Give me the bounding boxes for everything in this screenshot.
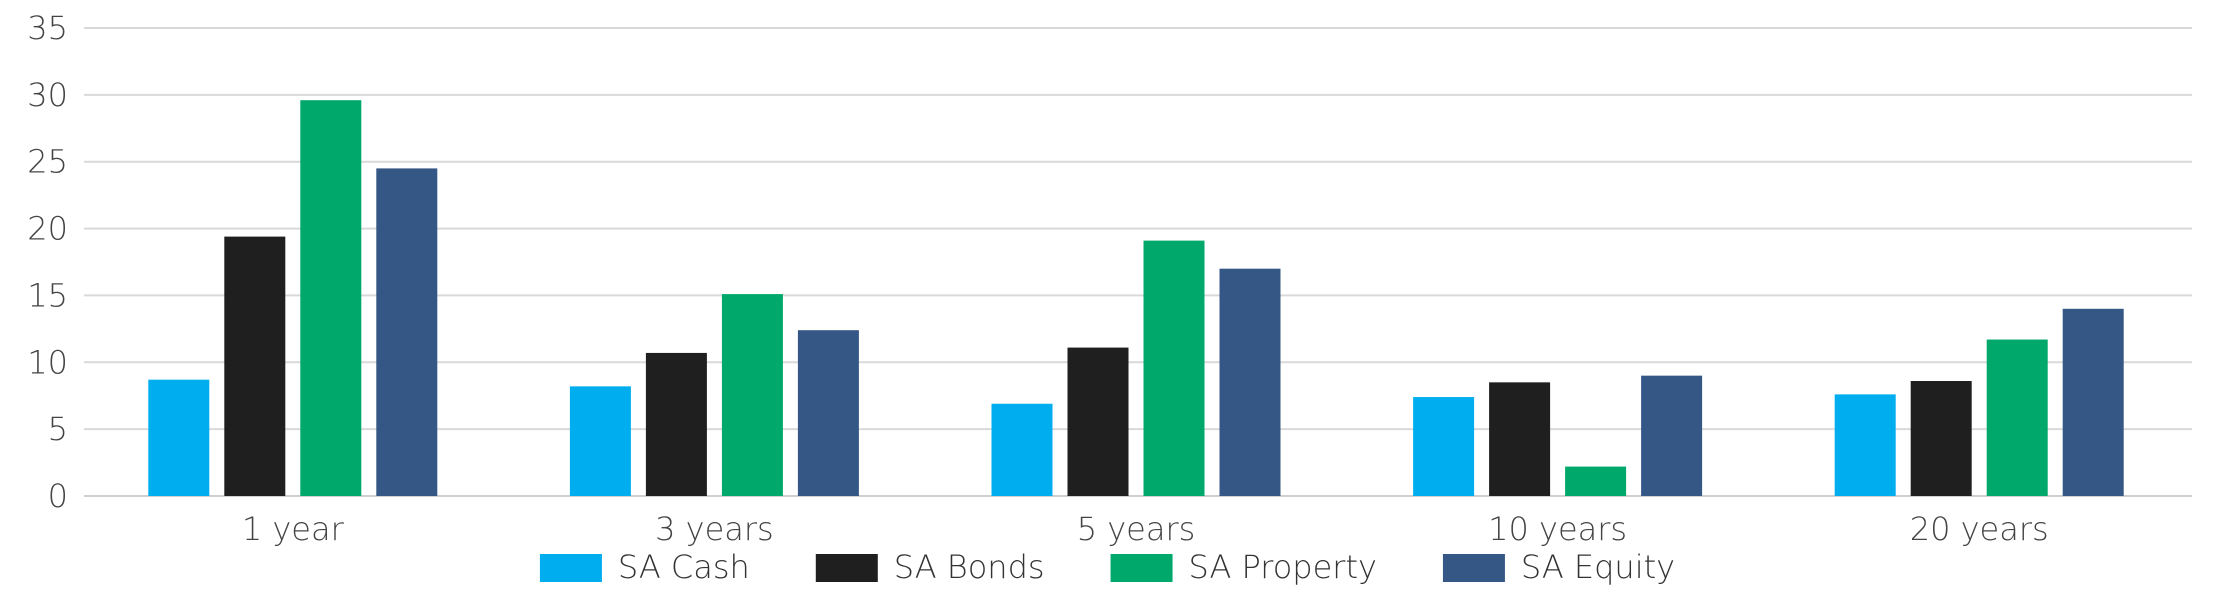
bar-sa-cash-3-years	[569, 386, 631, 496]
x-category-label: 20 years	[1910, 510, 2049, 548]
bar-sa-property-1-year	[300, 100, 362, 496]
bar-sa-cash-1-year	[148, 379, 210, 496]
x-category-label: 10 years	[1488, 510, 1627, 548]
bar-sa-bonds-3-years	[645, 352, 707, 496]
legend-swatch	[539, 554, 602, 582]
y-tick-label: 10	[27, 343, 68, 381]
bar-sa-property-5-years	[1143, 240, 1205, 496]
bar-sa-cash-5-years	[991, 403, 1053, 496]
legend-label: SA Equity	[1521, 548, 1675, 586]
legend-label: SA Cash	[618, 548, 750, 586]
bar-sa-equity-10-years	[1641, 375, 1703, 496]
legend-item-sa-cash: SA Cash	[539, 548, 750, 586]
y-tick-label: 15	[27, 276, 68, 314]
y-tick-label: 30	[27, 76, 68, 114]
bar-sa-equity-3-years	[797, 330, 859, 496]
legend-item-sa-bonds: SA Bonds	[815, 548, 1045, 586]
bar-sa-property-20-years	[1986, 339, 2048, 496]
legend-swatch	[815, 554, 878, 582]
legend-label: SA Property	[1189, 548, 1377, 586]
bar-sa-bonds-10-years	[1489, 382, 1551, 496]
bar-sa-cash-10-years	[1413, 397, 1475, 496]
y-tick-label: 25	[27, 143, 68, 181]
bar-sa-equity-1-year	[376, 168, 438, 496]
legend-swatch	[1110, 554, 1173, 582]
bar-sa-cash-20-years	[1834, 394, 1896, 496]
y-tick-label: 0	[48, 477, 68, 515]
bar-sa-bonds-1-year	[224, 236, 286, 496]
legend-item-sa-equity: SA Equity	[1442, 548, 1675, 586]
x-axis-categories: 1 year 3 years 5 years 10 years 20 years	[242, 510, 2049, 548]
bar-sa-bonds-5-years	[1067, 347, 1129, 496]
legend-swatch	[1442, 554, 1505, 582]
bar-sa-bonds-20-years	[1910, 381, 1972, 496]
y-tick-label: 35	[27, 9, 68, 47]
y-tick-label: 5	[48, 410, 68, 448]
bar-sa-equity-5-years	[1219, 268, 1281, 496]
y-tick-label: 20	[27, 210, 68, 248]
bar-sa-property-3-years	[721, 294, 783, 496]
x-category-label: 1 year	[242, 510, 345, 548]
bar-sa-equity-20-years	[2062, 308, 2124, 496]
legend-item-sa-property: SA Property	[1110, 548, 1377, 586]
x-category-label: 3 years	[655, 510, 774, 548]
bar-sa-property-10-years	[1565, 466, 1627, 496]
bars	[148, 100, 2124, 496]
legend-label: SA Bonds	[894, 548, 1045, 586]
x-category-label: 5 years	[1077, 510, 1196, 548]
legend: SA Cash SA Bonds SA Property SA Equity	[539, 548, 1675, 586]
y-axis-ticks: 0 5 10 15 20 25 30 35	[27, 9, 68, 515]
